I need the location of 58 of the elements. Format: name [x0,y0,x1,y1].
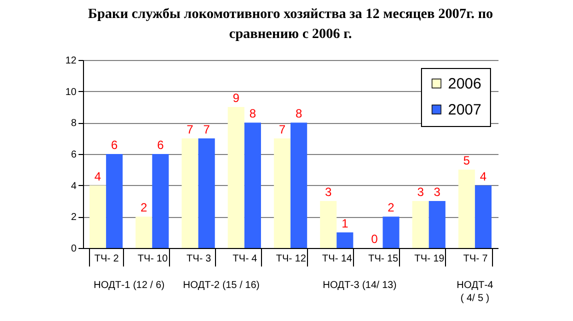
y-tick-label: 0 [70,244,77,254]
data-label: 0 [371,232,378,246]
bar [152,154,169,248]
x-tick-label: ТЧ- 12 [276,254,306,264]
bar [412,201,429,248]
data-label: 2 [140,200,148,215]
chart-title: Браки службы локомотивного хозяйства за 12 месяцев 2007г. по сравнению с 2006 г. [88,7,494,42]
bar [244,122,261,248]
text: НОДТ-4 ( 4/ 5 ) [456,280,494,304]
data-label: 4 [480,169,487,184]
y-tick-label: 6 [70,150,77,160]
x-tick-label: ТЧ- 10 [138,254,168,264]
y-tick-label: 4 [70,180,77,192]
bar [474,185,492,248]
text: НОДТ-1 (12 / 6) [94,280,165,291]
y-tick-label: 8 [70,118,77,130]
legend-label: 2007 [448,102,482,118]
bar [428,201,446,248]
data-label: 4 [94,169,102,184]
bar [106,154,123,248]
data-label: 1 [342,216,349,230]
y-tick-label: 10 [65,86,77,98]
x-tick-label: ТЧ- 2 [94,254,120,264]
bar [320,201,337,248]
text: НОДТ-2 (15 / 16) [183,280,260,291]
data-label: 6 [111,138,118,152]
bar [336,232,354,248]
data-label: 8 [249,106,256,121]
data-label: 3 [434,185,441,199]
bar [136,216,152,248]
data-label: 2 [388,200,395,215]
data-label: 3 [417,185,424,199]
x-tick-label: ТЧ- 14 [322,254,353,264]
data-label: 8 [295,106,302,121]
data-label: 6 [157,138,164,152]
bar [382,216,400,248]
legend-label: 2006 [448,76,482,92]
bar [228,107,244,248]
bar [274,138,290,248]
x-tick-label: ТЧ- 4 [232,254,258,264]
x-tick-label: ТЧ- 3 [186,254,212,264]
x-tick-label: ТЧ- 7 [463,254,488,264]
bar [458,170,475,248]
y-tick-label: 12 [65,56,77,66]
bar [198,138,215,248]
x-tick-label: ТЧ- 19 [414,254,445,264]
data-label: 5 [463,154,470,168]
y-tick-label: 2 [70,212,77,224]
x-tick-label: ТЧ- 15 [368,254,399,264]
data-label: 3 [324,185,332,199]
data-label: 7 [203,122,210,136]
text: НОДТ-3 (14/ 13) [322,280,397,291]
data-label: 7 [278,122,286,136]
bar [89,185,106,248]
data-label: 9 [232,91,240,105]
bar [290,122,308,248]
data-label: 7 [186,122,194,136]
bar [182,138,198,248]
